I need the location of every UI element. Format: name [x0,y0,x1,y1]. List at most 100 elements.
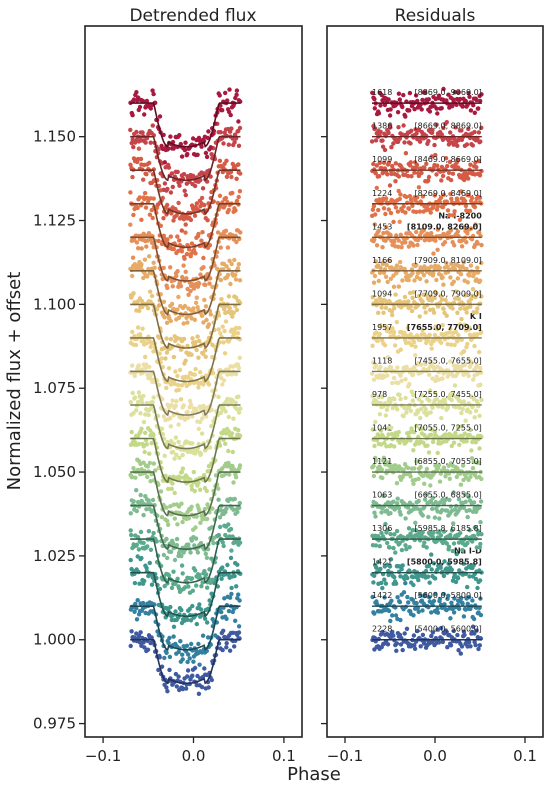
flux-point [135,399,141,405]
residual-point [431,561,437,566]
residual-point [446,593,451,598]
residual-point [452,243,457,248]
residual-point [445,208,451,213]
flux-point [237,125,243,131]
flux-point [128,190,133,195]
flux-point [217,193,223,198]
flux-point [144,565,149,571]
flux-point [175,373,180,379]
flux-point [165,202,170,208]
residual-point [428,410,433,415]
residual-point [457,442,462,447]
flux-point [204,488,209,494]
residual-point [403,114,408,119]
residual-point [411,430,417,435]
residual-count-label: 1957 [372,323,392,332]
residual-point [424,545,429,550]
flux-point [183,358,188,363]
residual-point [433,500,438,505]
flux-point [140,130,145,135]
residual-point [437,479,443,484]
right-panel-title: Residuals [395,6,476,26]
flux-point [171,441,177,446]
residual-point [392,306,397,311]
flux-point [213,473,219,478]
flux-point [227,305,232,311]
flux-point [200,186,206,191]
flux-point [168,604,173,610]
residual-point [419,399,424,405]
flux-point [138,411,143,416]
residual-point [463,203,469,209]
residual-point [453,430,458,436]
flux-point [140,326,145,331]
flux-point [145,544,150,549]
flux-point [141,393,146,399]
flux-point [161,265,166,271]
flux-point [141,640,146,645]
flux-point [179,553,184,559]
residual-point [475,241,480,246]
flux-point [189,483,194,489]
residual-point [409,174,414,179]
residual-point [387,545,392,550]
flux-point [161,552,167,558]
residual-count-label: 1041 [372,424,392,433]
transit-model-line [130,504,241,551]
residual-point [378,428,384,433]
residual-point [370,594,375,600]
flux-point [165,237,170,242]
flux-point [185,617,190,622]
residual-point [466,373,471,379]
residual-point [431,271,436,276]
residual-point [398,347,403,352]
flux-point [174,399,179,404]
flux-point [170,398,175,403]
residual-point [443,432,448,437]
flux-series [128,189,243,261]
flux-point [222,351,228,356]
flux-point [179,154,185,159]
residual-point [424,466,430,472]
residual-point [448,275,453,280]
flux-point [159,515,165,520]
residual-wavelength-label: [7655.0, 7709.0] [407,323,482,332]
flux-point [192,183,198,189]
flux-point [156,667,161,673]
residual-point [373,419,378,425]
y-tick-label: 1.025 [33,547,76,565]
residual-point [382,577,387,582]
residual-point [477,278,483,283]
flux-point [145,474,150,480]
flux-point [200,517,205,522]
flux-point [134,606,139,611]
flux-point [172,516,177,521]
residual-point [384,444,389,449]
flux-point [145,274,150,279]
flux-point [200,351,206,356]
flux-point [157,586,163,592]
residual-point [425,302,430,308]
flux-point [130,363,135,368]
residual-point [390,380,395,386]
flux-point [178,475,183,480]
flux-point [144,98,150,104]
flux-point [184,383,189,389]
flux-point [131,144,136,150]
residual-wavelength-label: [5400.0, 5600.0] [414,625,481,634]
residual-point [380,585,385,591]
residual-point [380,629,385,635]
flux-point [165,522,171,527]
flux-point [136,547,142,552]
flux-point [229,261,234,267]
residual-point [456,425,461,430]
flux-point [180,686,185,692]
flux-point [128,643,133,649]
flux-point [137,581,142,586]
residual-point [390,312,395,318]
residual-point [415,410,421,415]
flux-point [233,372,239,377]
flux-point [173,609,178,614]
flux-point [192,213,198,218]
